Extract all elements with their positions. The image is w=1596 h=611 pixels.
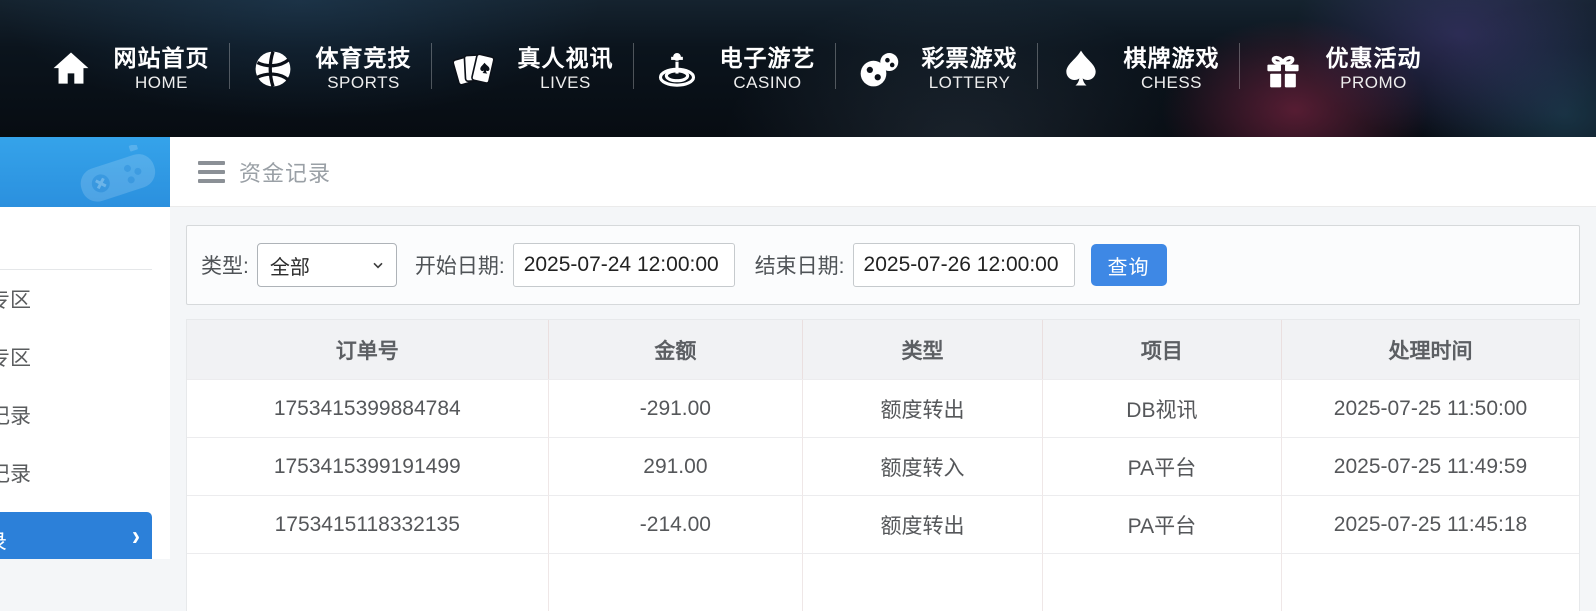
- nav-item-chess[interactable]: 棋牌游戏 CHESS: [1038, 0, 1239, 137]
- sidebar-item[interactable]: 专区: [0, 270, 170, 328]
- cell-time: 2025-07-25 11:50:00: [1281, 379, 1579, 437]
- table-header-cell: 类型: [802, 320, 1041, 379]
- cell-time: 2025-07-25 11:49:59: [1281, 437, 1579, 495]
- nav-label-en: LIVES: [540, 73, 591, 93]
- nav-label-zh: 彩票游戏: [921, 44, 1018, 71]
- sidebar-item-funds-active[interactable]: 录 ›: [0, 512, 152, 559]
- table-header-cell: 处理时间: [1281, 320, 1579, 379]
- sidebar-item-label: 录: [0, 526, 7, 556]
- cell-amount: -291.00: [547, 379, 803, 437]
- gift-icon: [1260, 46, 1306, 92]
- nav-label-en: HOME: [135, 73, 188, 93]
- cell-order-no: 1753415399191499: [187, 437, 548, 495]
- nav-label-en: PROMO: [1340, 73, 1407, 93]
- nav-label-en: CHESS: [1140, 73, 1203, 93]
- sidebar-banner: [0, 137, 170, 207]
- type-label: 类型:: [201, 255, 249, 278]
- lottery-balls-icon: [856, 46, 902, 92]
- nav-item-home[interactable]: 网站首页 HOME: [28, 0, 229, 137]
- sidebar-item-label: 专区: [0, 347, 31, 370]
- gamepad-icon: [80, 145, 156, 202]
- nav-label-en: LOTTERY: [928, 73, 1011, 93]
- cell-type: 额度转入: [802, 437, 1042, 495]
- nav-separator: [835, 42, 836, 89]
- cell-item: DB视讯: [1041, 379, 1282, 437]
- sidebar: 专区 专区 记录 记录 录 ›: [0, 137, 170, 559]
- nav-separator: [1239, 42, 1240, 89]
- roulette-icon: [654, 46, 700, 92]
- nav-item-promo[interactable]: 优惠活动 PROMO: [1240, 0, 1441, 137]
- table-header-cell: 项目: [1041, 320, 1281, 379]
- cell-amount: -214.00: [547, 495, 803, 553]
- table-header-cell: 金额: [547, 320, 803, 379]
- cell-type: 额度转出: [802, 495, 1042, 553]
- nav-item-lottery[interactable]: 彩票游戏 LOTTERY: [836, 0, 1037, 137]
- nav-item-lives[interactable]: 真人视讯 LIVES: [432, 0, 633, 137]
- home-icon: [48, 46, 94, 92]
- start-date-input[interactable]: [512, 243, 735, 287]
- page-title: 资金记录: [239, 160, 332, 186]
- cell-item: PA平台: [1041, 495, 1282, 553]
- sidebar-item[interactable]: 专区: [0, 328, 170, 386]
- nav-label-zh: 网站首页: [113, 44, 210, 71]
- nav-label-zh: 优惠活动: [1325, 44, 1422, 71]
- sports-ball-icon: [250, 46, 296, 92]
- sidebar-item-label: 记录: [0, 463, 31, 486]
- search-button[interactable]: 查询: [1090, 244, 1167, 286]
- sidebar-item-label: 专区: [0, 289, 31, 312]
- table-row: 1753415399191499 291.00 额度转入 PA平台 2025-0…: [187, 437, 1579, 495]
- nav-label-zh: 电子游艺: [719, 44, 816, 71]
- nav-item-casino[interactable]: 电子游艺 CASINO: [634, 0, 835, 137]
- nav-label-zh: 体育竞技: [315, 44, 412, 71]
- records-table: 订单号 金额 类型 项目 处理时间 1753415399884784 -291.…: [186, 319, 1580, 611]
- cell-order-no: 1753415118332135: [187, 495, 548, 553]
- menu-hamburger-icon[interactable]: [198, 160, 225, 183]
- sidebar-item[interactable]: 记录: [0, 386, 170, 444]
- cell-time: 2025-07-25 11:45:18: [1281, 495, 1579, 553]
- chevron-down-icon: [373, 262, 383, 269]
- table-header-row: 订单号 金额 类型 项目 处理时间: [187, 320, 1579, 379]
- page-header: 资金记录: [170, 137, 1596, 207]
- sidebar-divider: [0, 269, 152, 270]
- nav-item-sports[interactable]: 体育竞技 SPORTS: [230, 0, 431, 137]
- filter-bar: 类型: 全部 开始日期: 结束日期: 查询: [186, 225, 1580, 305]
- nav-label-zh: 棋牌游戏: [1123, 44, 1220, 71]
- cell-order-no: 1753415399884784: [187, 379, 548, 437]
- cell-item: PA平台: [1041, 437, 1282, 495]
- type-select-value: 全部: [269, 256, 310, 279]
- nav-label-en: CASINO: [733, 73, 802, 93]
- top-navigation: 网站首页 HOME 体育竞技 SPORTS: [0, 0, 1596, 137]
- nav-label-en: SPORTS: [327, 73, 400, 93]
- playing-cards-icon: [452, 46, 498, 92]
- type-select[interactable]: 全部: [256, 243, 397, 287]
- start-date-label: 开始日期:: [414, 255, 505, 278]
- table-row-partial: [187, 553, 1579, 611]
- nav-separator: [1037, 42, 1038, 89]
- nav-separator: [633, 42, 634, 89]
- sidebar-item[interactable]: 记录: [0, 444, 170, 502]
- table-header-cell: 订单号: [335, 339, 399, 363]
- sidebar-item-label: 记录: [0, 405, 31, 428]
- nav-separator: [229, 42, 230, 89]
- main-content: 资金记录 类型: 全部 开始日期: 结束日期: 查询 订单号 金额 类型 项目 …: [170, 137, 1596, 611]
- table-row: 1753415118332135 -214.00 额度转出 PA平台 2025-…: [187, 495, 1579, 553]
- table-row: 1753415399884784 -291.00 额度转出 DB视讯 2025-…: [187, 379, 1579, 437]
- nav-separator: [431, 42, 432, 89]
- cell-amount: 291.00: [547, 437, 803, 495]
- chevron-right-icon: ›: [132, 520, 140, 552]
- cell-type: 额度转出: [802, 379, 1042, 437]
- nav-label-zh: 真人视讯: [517, 44, 614, 71]
- end-date-input[interactable]: [852, 243, 1075, 287]
- end-date-label: 结束日期:: [754, 255, 845, 278]
- spade-icon: [1058, 46, 1104, 92]
